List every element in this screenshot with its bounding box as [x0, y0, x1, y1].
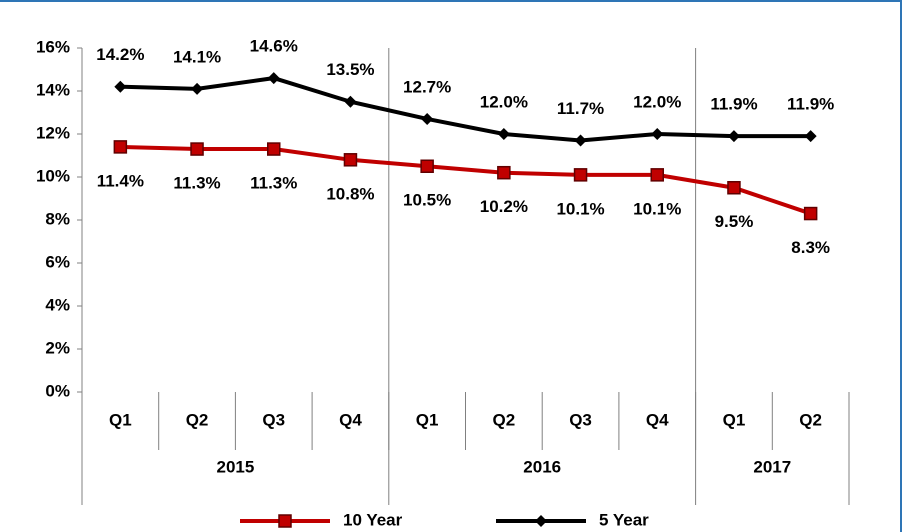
x-tick-label: Q3	[262, 410, 285, 429]
data-label: 10.2%	[480, 197, 528, 216]
point	[420, 159, 434, 173]
series-line	[120, 144, 812, 216]
point	[114, 80, 127, 93]
point	[804, 130, 817, 143]
point	[421, 112, 434, 125]
point	[344, 95, 357, 108]
data-label: 12.0%	[480, 92, 528, 111]
y-tick-label: 6%	[45, 252, 70, 271]
data-label: 14.1%	[173, 47, 221, 66]
data-label: 14.6%	[250, 37, 298, 56]
data-label: 11.9%	[787, 95, 834, 114]
x-tick-label: Q1	[723, 410, 746, 429]
point	[803, 206, 818, 221]
group-label: 2015	[216, 457, 254, 476]
y-tick-label: 2%	[45, 338, 70, 357]
y-tick-label: 8%	[45, 209, 70, 228]
x-tick-label: Q1	[416, 410, 439, 429]
point	[727, 130, 740, 143]
data-label: 10.1%	[556, 199, 604, 218]
data-label: 11.4%	[97, 171, 144, 190]
point	[267, 72, 280, 85]
x-tick-label: Q2	[799, 410, 822, 429]
data-label: 12.7%	[403, 77, 451, 96]
data-label: 8.3%	[791, 238, 830, 257]
point	[497, 165, 511, 180]
legend-marker	[278, 514, 292, 528]
y-tick-label: 10%	[36, 166, 70, 185]
data-label: 10.1%	[633, 199, 681, 218]
y-tick-label: 12%	[36, 123, 70, 142]
point	[574, 134, 587, 147]
series-line	[120, 76, 811, 143]
data-label: 11.7%	[557, 99, 604, 118]
legend-label: 10 Year	[343, 510, 403, 529]
group-label: 2017	[753, 457, 791, 476]
data-label: 11.9%	[710, 95, 757, 114]
point	[190, 142, 204, 156]
point	[113, 140, 128, 154]
y-tick-label: 0%	[45, 381, 70, 400]
point	[650, 168, 664, 182]
x-tick-label: Q2	[493, 410, 516, 429]
y-tick-label: 4%	[45, 295, 70, 314]
y-tick-label: 16%	[36, 37, 70, 56]
data-label: 10.8%	[326, 184, 374, 203]
y-tick-label: 14%	[36, 80, 70, 99]
x-tick-label: Q4	[646, 410, 669, 429]
point	[497, 128, 510, 140]
data-label: 11.3%	[250, 174, 297, 193]
legend-label: 5 Year	[599, 510, 649, 529]
point	[267, 142, 281, 156]
data-label: 14.2%	[96, 45, 144, 64]
x-tick-label: Q4	[339, 410, 362, 429]
legend-marker	[535, 515, 547, 527]
point	[651, 128, 664, 140]
data-label: 12.0%	[633, 92, 681, 111]
x-tick-label: Q2	[186, 410, 209, 429]
point	[191, 82, 204, 95]
data-label: 11.3%	[173, 174, 220, 193]
point	[573, 168, 588, 182]
data-label: 10.5%	[403, 191, 451, 210]
data-label: 13.5%	[326, 60, 374, 79]
data-label: 9.5%	[715, 212, 754, 231]
group-label: 2016	[523, 457, 561, 476]
point	[343, 153, 358, 167]
x-tick-label: Q3	[569, 410, 592, 429]
point	[727, 181, 741, 195]
x-tick-label: Q1	[109, 410, 132, 429]
